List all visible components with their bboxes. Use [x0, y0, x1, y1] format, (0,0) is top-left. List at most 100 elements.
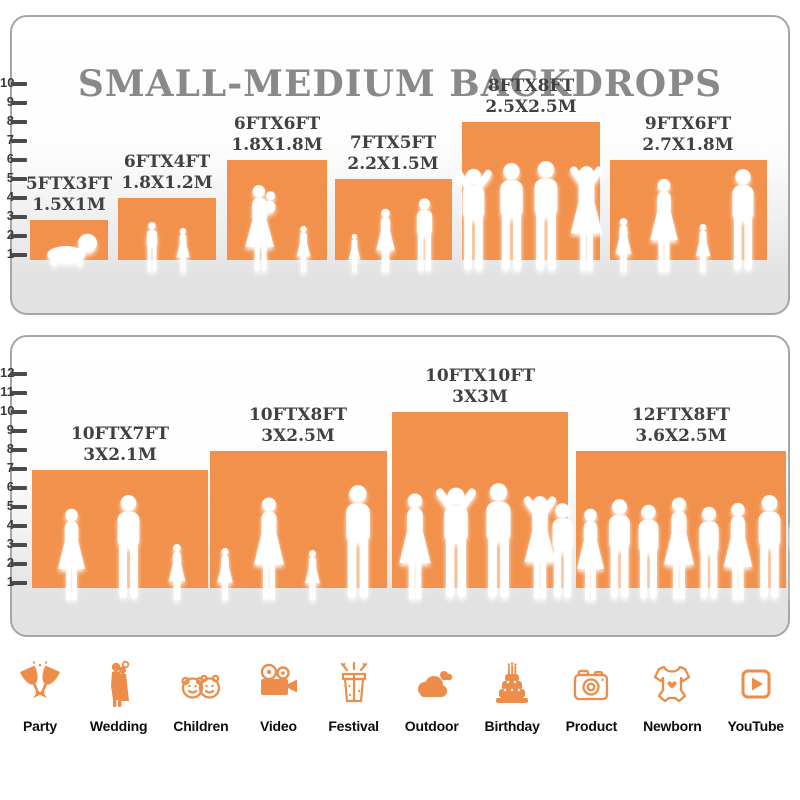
ruler-tick: [11, 253, 27, 257]
category-newborn: Newborn: [643, 658, 702, 734]
man-silhouette: [104, 493, 153, 601]
backdrop-10ftx7ft: [32, 470, 208, 588]
woman-silhouette: [641, 177, 687, 273]
ruler-number: 6: [0, 151, 14, 166]
ruler-tick: [11, 524, 27, 528]
ruler-number: 2: [0, 555, 14, 570]
children-icon: [181, 674, 221, 699]
birthday-icon: [496, 662, 529, 703]
man-silhouette: [471, 481, 526, 601]
ruler-tick: [11, 410, 27, 414]
backdrop-label: 7FTX5FT 2.2X1.5M: [347, 133, 439, 174]
man-silhouette: [596, 497, 643, 601]
ruler-tick: [11, 562, 27, 566]
backdrop-label: 8FTX8FT 2.5X2.5M: [485, 76, 577, 117]
ruler-tick: [11, 391, 27, 395]
backdrop-10ftx10ft: [392, 412, 568, 588]
ruler-tick: [11, 448, 27, 452]
backdrop-label: 6FTX4FT 1.8X1.2M: [121, 152, 213, 193]
ruler-tick: [11, 101, 27, 105]
ruler-number: 12: [0, 365, 15, 380]
ruler-number: 7: [0, 460, 14, 475]
ruler-tick: [11, 505, 27, 509]
man-silhouette: [719, 167, 767, 273]
category-product: Product: [566, 658, 617, 734]
ruler-number: 9: [0, 94, 14, 109]
backdrop-8ftx8ft: [462, 122, 600, 260]
ruler-number: 3: [0, 536, 14, 551]
ruler-tick: [11, 158, 27, 162]
ruler-tick: [11, 120, 27, 124]
backdrop-9ftx6ft: [610, 160, 767, 260]
woman-silhouette: [49, 507, 94, 601]
category-video: Video: [254, 658, 302, 734]
ruler-number: 11: [0, 384, 14, 399]
man-silhouette: [626, 503, 671, 601]
ruler-number: 9: [0, 422, 14, 437]
man-arms-up-silhouette: [424, 483, 488, 601]
category-youtube: YouTube: [727, 658, 784, 734]
youtube-icon: [741, 669, 771, 699]
ruler-number: 10: [0, 403, 15, 418]
ruler-number: 5: [0, 170, 14, 185]
category-row: Party Wedding: [16, 658, 784, 734]
backdrop-label: 10FTX8FT 3X2.5M: [248, 405, 348, 446]
ruler-tick: [11, 177, 27, 181]
video-icon: [261, 663, 298, 695]
festival-icon: [340, 661, 367, 703]
man-silhouette: [331, 483, 385, 601]
backdrop-5ftx3ft: [30, 220, 108, 260]
ruler-tick: [11, 234, 27, 238]
woman-silhouette: [389, 491, 441, 601]
category-birthday: Birthday: [485, 658, 540, 734]
ruler-tick: [11, 486, 27, 490]
mother-baby-silhouette: [240, 183, 285, 273]
ruler-tick: [11, 372, 27, 376]
ruler-tick: [11, 82, 27, 86]
category-party: Party: [16, 658, 64, 734]
ruler-number: 10: [0, 75, 15, 90]
page-title: SMALL-MEDIUM BACKDROPS: [77, 63, 723, 106]
man-silhouette: [687, 505, 731, 601]
ruler-number: 4: [0, 189, 14, 204]
product-icon: [574, 669, 609, 701]
woman-silhouette: [244, 495, 294, 601]
ruler-number: 2: [0, 227, 14, 242]
woman-arms-up-silhouette: [509, 493, 571, 601]
newborn-icon: [654, 665, 691, 703]
ruler-tick: [11, 196, 27, 200]
ruler-tick: [11, 467, 27, 471]
backdrop-label: 6FTX6FT 1.8X1.8M: [231, 114, 323, 155]
ruler-tick: [11, 139, 27, 143]
category-outdoor: Outdoor: [405, 658, 459, 734]
backdrop-7ftx5ft: [335, 179, 452, 260]
ruler-number: 7: [0, 132, 14, 147]
ruler-number: 4: [0, 517, 14, 532]
man-silhouette: [520, 159, 572, 273]
ruler-number: 5: [0, 498, 14, 513]
ruler-number: 8: [0, 441, 14, 456]
backdrop-6ftx4ft: [118, 198, 216, 260]
backdrop-label: 5FTX3FT 1.5X1M: [25, 174, 113, 215]
ruler-number: 1: [0, 246, 14, 261]
category-children: Children: [173, 658, 229, 734]
backdrop-6ftx6ft: [227, 160, 327, 260]
backdrop-label: 12FTX8FT 3.6X2.5M: [631, 405, 731, 446]
backdrop-label: 10FTX7FT 3X2.1M: [70, 424, 170, 465]
ruler-tick: [11, 543, 27, 547]
woman-silhouette: [714, 501, 762, 601]
wedding-icon: [110, 660, 129, 707]
ruler-number: 1: [0, 574, 14, 589]
category-festival: Festival: [328, 658, 379, 734]
man-silhouette: [486, 161, 537, 273]
category-wedding: Wedding: [90, 658, 148, 734]
backdrop-12ftx8ft: [576, 451, 786, 588]
woman-silhouette: [654, 495, 704, 601]
ruler-number: 3: [0, 208, 14, 223]
ruler-number: 8: [0, 113, 14, 128]
backdrop-label: 9FTX6FT 2.7X1.8M: [642, 114, 734, 155]
ruler-tick: [11, 215, 27, 219]
ruler-tick: [11, 581, 27, 585]
ruler-number: 6: [0, 479, 14, 494]
